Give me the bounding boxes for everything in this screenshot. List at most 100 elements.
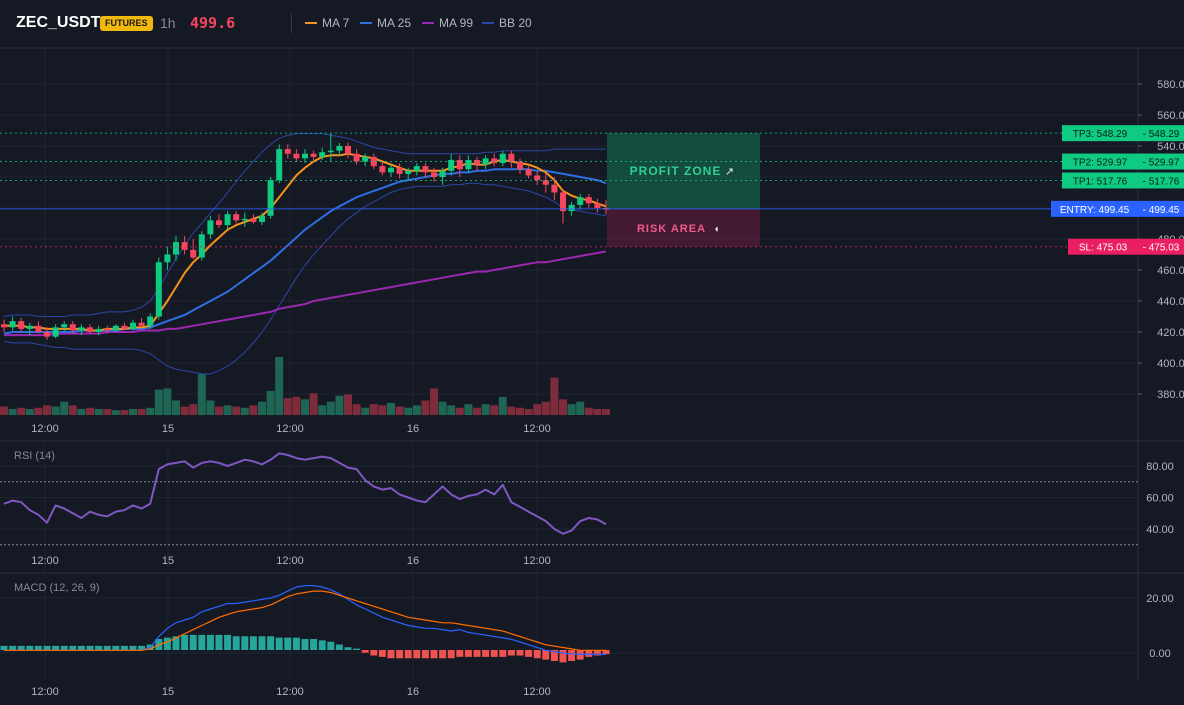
volume-bar [576, 401, 585, 415]
macd-histogram-bar [327, 641, 335, 650]
volume-bar [498, 396, 507, 415]
x-tick-label: 12:00 [523, 423, 551, 435]
volume-bar [318, 405, 327, 415]
macd-histogram-bar [378, 650, 386, 657]
macd-histogram-bar [189, 634, 197, 650]
macd-histogram-bar [249, 636, 257, 650]
macd-histogram-bar [224, 634, 232, 650]
risk-area-label: RISK AREA [637, 223, 706, 235]
candle-body [267, 180, 274, 216]
volume-bar [593, 408, 602, 415]
symbol-name[interactable]: ZEC_USDT [16, 14, 101, 31]
macd-histogram-bar [241, 636, 249, 650]
candle-body [69, 324, 76, 331]
macd-histogram-bar [430, 650, 438, 659]
legend-bb20[interactable]: BB 20 [482, 16, 532, 30]
macd-histogram-bar [60, 645, 68, 650]
candle-body [44, 332, 50, 337]
volume-bar [507, 406, 516, 415]
macd-histogram-bar [318, 640, 326, 650]
macd-histogram-bar [95, 645, 103, 650]
x-tick-label: 12:00 [276, 686, 304, 698]
candle-body [61, 324, 68, 328]
volume-bar [0, 406, 8, 415]
macd-histogram-bar [163, 637, 171, 650]
macd-histogram-bar [490, 650, 498, 657]
volume-bar [550, 377, 559, 415]
candle-body [534, 175, 541, 181]
volume-bar [275, 357, 284, 415]
volume-bar [266, 390, 275, 415]
profit-zone [607, 133, 760, 209]
price-axis-tag-label: - 475.03 [1143, 243, 1180, 254]
macd-title: MACD (12, 26, 9) [14, 582, 100, 594]
y-tick-label: 0.00 [1149, 648, 1170, 660]
volume-bar [51, 406, 60, 415]
candle-body [560, 192, 566, 212]
macd-histogram-bar [112, 645, 120, 650]
legend-ma99[interactable]: MA 99 [422, 16, 473, 30]
y-tick-label: 440.00 [1157, 296, 1184, 308]
signal-line [4, 590, 606, 651]
macd-histogram-bar [344, 647, 352, 650]
price-axis-tag [1138, 172, 1184, 189]
macd-histogram-bar [275, 637, 283, 650]
legend-label: BB 20 [499, 16, 532, 30]
legend-label: MA 99 [439, 16, 474, 30]
volume-bar [430, 388, 438, 415]
volume-bar [404, 407, 413, 415]
y-tick-label: 460.00 [1157, 265, 1184, 277]
price-axis-tag [1138, 200, 1184, 217]
macd-histogram-bar [404, 650, 412, 659]
candle-body [345, 146, 351, 154]
candle-body [87, 327, 93, 332]
volume-bar [352, 404, 361, 415]
macd-histogram-bar [387, 650, 395, 659]
volume-bar [395, 406, 404, 415]
volume-bar [223, 405, 232, 415]
macd-histogram-bar [542, 650, 550, 660]
legend-ma7[interactable]: MA 7 [305, 16, 349, 30]
candle-body [121, 325, 128, 329]
macd-histogram-bar [396, 650, 404, 659]
volume-bar [146, 407, 155, 415]
x-tick-label: 12:00 [31, 423, 59, 435]
macd-histogram-bar [301, 639, 309, 650]
macd-histogram-bar [413, 650, 421, 659]
candle-body [405, 170, 412, 174]
candle-body [491, 158, 498, 164]
header-divider [291, 13, 292, 33]
macd-histogram-bar [284, 637, 292, 650]
macd-histogram-bar [499, 650, 507, 657]
macd-histogram-bar [129, 645, 137, 650]
volume-bar [387, 402, 395, 415]
macd-histogram-bar [447, 650, 455, 659]
candle-body [465, 159, 472, 170]
candle-body [293, 153, 300, 159]
candle-body [525, 169, 532, 176]
volume-bar [283, 398, 292, 415]
macd-histogram-bar [516, 650, 524, 656]
macd-histogram-bar [602, 650, 610, 655]
volume-bar [516, 407, 524, 415]
volume-bar [421, 400, 430, 415]
x-tick-label: 16 [407, 423, 419, 435]
volume-bar [326, 401, 335, 415]
timeframe-selector[interactable]: 1h [160, 15, 176, 31]
legend-swatch [482, 22, 494, 24]
volume-bar [154, 389, 163, 415]
macd-histogram-bar [361, 650, 369, 653]
legend-ma25[interactable]: MA 25 [360, 16, 411, 30]
y-tick-label: 580.00 [1157, 79, 1184, 91]
macd-histogram-bar [86, 645, 94, 650]
candle-body [130, 322, 136, 329]
candle-body [155, 262, 162, 317]
x-tick-label: 12:00 [276, 555, 304, 567]
candle-body [388, 167, 394, 173]
macd-histogram-bar [421, 650, 429, 659]
volume-bar [120, 410, 129, 415]
macd-histogram-bar [370, 650, 378, 656]
legend-label: MA 25 [377, 16, 412, 30]
volume-bar [361, 407, 370, 415]
